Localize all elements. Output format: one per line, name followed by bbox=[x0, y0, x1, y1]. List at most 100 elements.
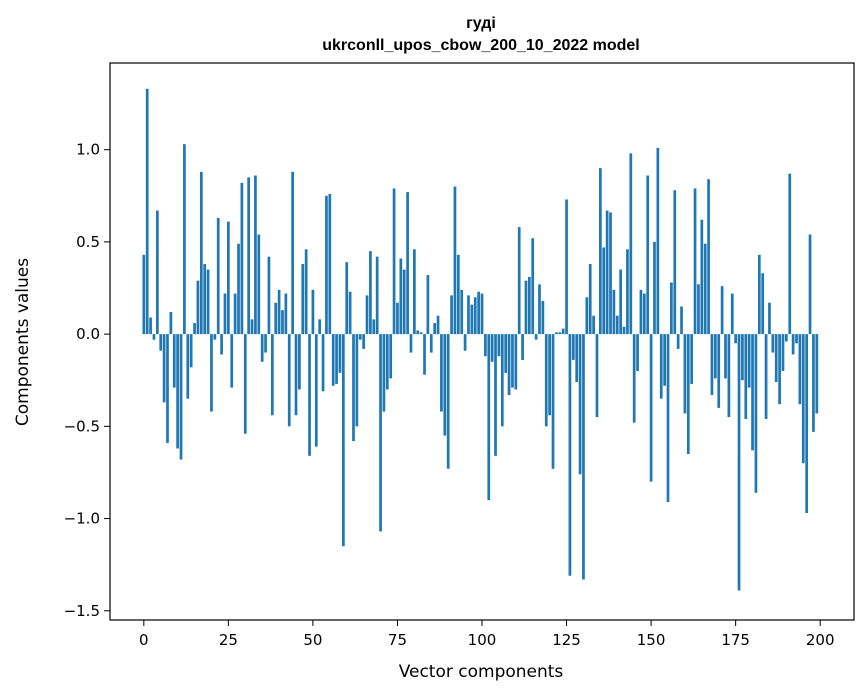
bar-96 bbox=[467, 295, 470, 335]
bar-104 bbox=[494, 334, 497, 456]
bar-19 bbox=[206, 269, 210, 335]
chart-title: гуді bbox=[466, 15, 496, 32]
bar-26 bbox=[230, 334, 234, 388]
bar-178 bbox=[744, 334, 748, 419]
bar-133 bbox=[592, 315, 595, 335]
bar-162 bbox=[690, 334, 694, 384]
bar-181 bbox=[754, 334, 758, 493]
bar-59 bbox=[341, 334, 345, 547]
bar-93 bbox=[456, 254, 460, 335]
bar-55 bbox=[328, 193, 332, 335]
bar-43 bbox=[287, 334, 291, 427]
bar-161 bbox=[686, 334, 690, 454]
bar-90 bbox=[446, 334, 450, 469]
x-tick-label: 0 bbox=[139, 631, 149, 649]
bar-118 bbox=[541, 300, 545, 335]
bar-164 bbox=[697, 284, 700, 335]
bar-1 bbox=[145, 88, 149, 335]
bar-35 bbox=[260, 334, 264, 362]
bar-75 bbox=[396, 302, 399, 335]
bar-101 bbox=[484, 334, 487, 357]
bar-129 bbox=[578, 334, 582, 475]
bar-121 bbox=[551, 334, 555, 469]
bar-2 bbox=[149, 317, 152, 335]
bar-81 bbox=[416, 330, 420, 335]
bar-74 bbox=[392, 188, 396, 335]
bar-147 bbox=[639, 289, 643, 335]
bar-23 bbox=[220, 334, 223, 355]
bar-50 bbox=[311, 289, 315, 335]
bar-156 bbox=[670, 282, 673, 335]
bar-137 bbox=[605, 210, 609, 335]
bar-51 bbox=[314, 334, 318, 447]
bar-17 bbox=[199, 171, 203, 335]
x-axis-label: Vector components bbox=[399, 662, 564, 682]
bar-64 bbox=[358, 334, 362, 340]
bar-168 bbox=[710, 334, 714, 395]
bar-30 bbox=[243, 334, 247, 434]
bar-189 bbox=[781, 334, 785, 372]
bar-67 bbox=[369, 251, 372, 335]
bar-117 bbox=[538, 284, 541, 335]
bar-14 bbox=[189, 334, 193, 368]
bar-199 bbox=[815, 334, 819, 414]
x-tick-label: 50 bbox=[303, 631, 322, 649]
bar-46 bbox=[298, 334, 301, 390]
bar-123 bbox=[558, 332, 562, 335]
bar-109 bbox=[511, 334, 514, 388]
bar-165 bbox=[700, 219, 704, 335]
bar-69 bbox=[375, 256, 379, 335]
bar-153 bbox=[659, 334, 663, 399]
bar-16 bbox=[196, 280, 200, 335]
bar-174 bbox=[730, 293, 734, 335]
y-tick-label: −1.5 bbox=[64, 602, 100, 620]
bar-18 bbox=[203, 264, 207, 335]
bar-173 bbox=[727, 334, 731, 418]
bar-57 bbox=[335, 334, 338, 384]
bar-78 bbox=[406, 192, 409, 335]
bar-167 bbox=[707, 179, 710, 335]
bar-49 bbox=[308, 334, 311, 456]
bar-186 bbox=[771, 334, 775, 353]
bar-99 bbox=[477, 291, 480, 335]
bar-132 bbox=[588, 264, 592, 335]
bar-92 bbox=[453, 186, 457, 335]
bar-37 bbox=[267, 256, 271, 335]
bar-28 bbox=[237, 243, 240, 335]
bar-114 bbox=[527, 276, 531, 335]
bar-42 bbox=[284, 293, 288, 335]
bar-113 bbox=[524, 280, 528, 335]
bar-150 bbox=[649, 334, 653, 482]
bar-146 bbox=[636, 334, 639, 372]
bar-97 bbox=[470, 304, 474, 335]
bar-172 bbox=[724, 334, 727, 379]
bar-89 bbox=[443, 334, 447, 436]
bar-24 bbox=[223, 293, 227, 335]
bar-52 bbox=[318, 319, 322, 335]
bar-33 bbox=[254, 175, 257, 335]
bar-68 bbox=[372, 319, 376, 335]
bar-15 bbox=[193, 323, 196, 335]
bar-29 bbox=[240, 182, 244, 335]
bar-144 bbox=[629, 153, 633, 335]
bar-182 bbox=[757, 254, 761, 335]
bar-163 bbox=[693, 188, 697, 335]
bar-20 bbox=[210, 334, 213, 412]
bar-154 bbox=[663, 334, 666, 386]
bar-190 bbox=[785, 334, 788, 342]
bar-80 bbox=[413, 249, 416, 335]
bar-11 bbox=[179, 334, 183, 460]
y-tick-label: 0.5 bbox=[76, 233, 100, 251]
bar-54 bbox=[325, 195, 328, 335]
y-tick-label: −1.0 bbox=[64, 510, 100, 528]
bar-135 bbox=[599, 168, 602, 335]
bar-60 bbox=[345, 262, 349, 335]
bar-10 bbox=[176, 334, 179, 449]
bar-48 bbox=[304, 249, 308, 335]
bar-102 bbox=[487, 334, 491, 501]
bar-116 bbox=[534, 334, 538, 340]
bar-56 bbox=[331, 334, 335, 386]
x-axis-ticks: 0 25 50 75 100 125 150 175 200 bbox=[139, 620, 835, 649]
bar-131 bbox=[585, 297, 589, 335]
bar-127 bbox=[571, 334, 575, 360]
